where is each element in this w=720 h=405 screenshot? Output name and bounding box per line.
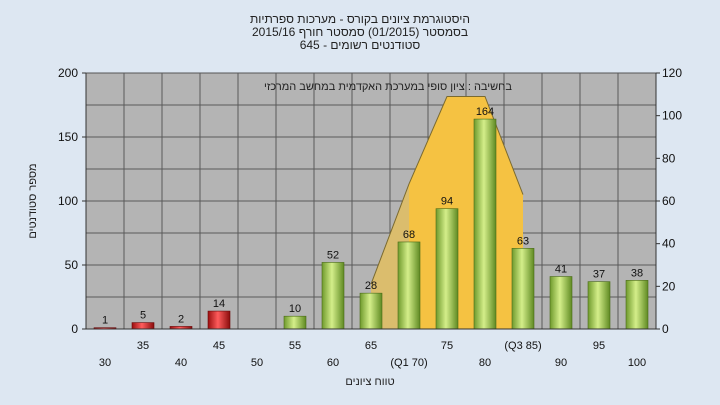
bar-35 bbox=[131, 322, 155, 330]
chart-annotation: בחשיבה : ציון סופי במערכת האקדמית במחשב … bbox=[264, 81, 512, 93]
x-tick-label-60: 60 bbox=[327, 357, 339, 369]
bar-90 bbox=[549, 276, 573, 330]
bar-60 bbox=[321, 262, 345, 330]
x-tick-label-65: 65 bbox=[365, 340, 377, 352]
x-tick-label-40: 40 bbox=[175, 357, 187, 369]
data-label-40: 2 bbox=[178, 313, 184, 325]
bar-100 bbox=[625, 280, 649, 330]
y-tick-label: 200 bbox=[58, 66, 78, 80]
y-tick-label: 0 bbox=[71, 322, 78, 336]
data-label-90: 41 bbox=[555, 264, 567, 276]
chart-title: היסטוגרמת ציונים בקורס - מערכות ספרתיות bbox=[250, 12, 470, 26]
bar-45 bbox=[207, 310, 231, 330]
x-tick-label-85: (Q3 85) bbox=[504, 340, 541, 352]
data-label-80: 164 bbox=[476, 106, 494, 118]
bars-group bbox=[93, 118, 649, 330]
bar-85 bbox=[511, 248, 535, 330]
bar-75 bbox=[435, 208, 459, 330]
y-tick-label: 100 bbox=[58, 194, 78, 208]
x-tick-label-100: 100 bbox=[628, 357, 646, 369]
distribution-outline bbox=[370, 96, 524, 285]
x-tick-label-90: 90 bbox=[555, 357, 567, 369]
x-tick-label-45: 45 bbox=[213, 340, 225, 352]
data-label-55: 10 bbox=[289, 303, 301, 315]
data-label-95: 37 bbox=[593, 269, 605, 281]
bar-95 bbox=[587, 281, 611, 330]
x-tick-label-95: 95 bbox=[593, 340, 605, 352]
x-tick-label-80: 80 bbox=[479, 357, 491, 369]
data-label-60: 52 bbox=[327, 249, 339, 261]
data-label-45: 14 bbox=[213, 298, 225, 310]
bar-80 bbox=[473, 118, 497, 330]
chart-subtitle-students: סטודנטים רשומים - 645 bbox=[299, 38, 421, 52]
y2-tick-label: 40 bbox=[662, 237, 676, 251]
data-label-70: 68 bbox=[403, 229, 415, 241]
bar-55 bbox=[283, 315, 307, 330]
data-label-35: 5 bbox=[140, 310, 146, 322]
x-tick-label-55: 55 bbox=[289, 340, 301, 352]
chart-subtitle-semester: בסמסטר (01/2015) סמסטר חורף 2015/16 bbox=[251, 25, 469, 39]
x-tick-label-50: 50 bbox=[251, 357, 263, 369]
y2-tick-label: 0 bbox=[662, 322, 669, 336]
bar-65 bbox=[359, 292, 383, 330]
data-label-65: 28 bbox=[365, 280, 377, 292]
x-axis-label: טווח ציונים bbox=[345, 376, 394, 388]
data-label-85: 63 bbox=[517, 235, 529, 247]
x-tick-label-35: 35 bbox=[137, 340, 149, 352]
y-tick-label: 150 bbox=[58, 130, 78, 144]
axes: 0 50 100 150 200 0 20 40 60 80 100 120 30 35 40 45 50 55 6… bbox=[58, 66, 682, 369]
data-label-100: 38 bbox=[631, 267, 643, 279]
data-label-30: 1 bbox=[102, 315, 108, 327]
y-axis-label: מספר סטודנטים bbox=[27, 163, 39, 238]
y2-tick-label: 80 bbox=[662, 151, 676, 165]
bar-70 bbox=[397, 241, 421, 330]
x-tick-label-30: 30 bbox=[99, 357, 111, 369]
y2-tick-label: 60 bbox=[662, 194, 676, 208]
y-tick-label: 50 bbox=[65, 258, 79, 272]
data-label-75: 94 bbox=[441, 196, 453, 208]
y2-tick-label: 100 bbox=[662, 109, 682, 123]
x-tick-label-70: (Q1 70) bbox=[390, 357, 427, 369]
y2-tick-label: 20 bbox=[662, 279, 676, 293]
x-tick-label-75: 75 bbox=[441, 340, 453, 352]
y2-tick-label: 120 bbox=[662, 66, 682, 80]
